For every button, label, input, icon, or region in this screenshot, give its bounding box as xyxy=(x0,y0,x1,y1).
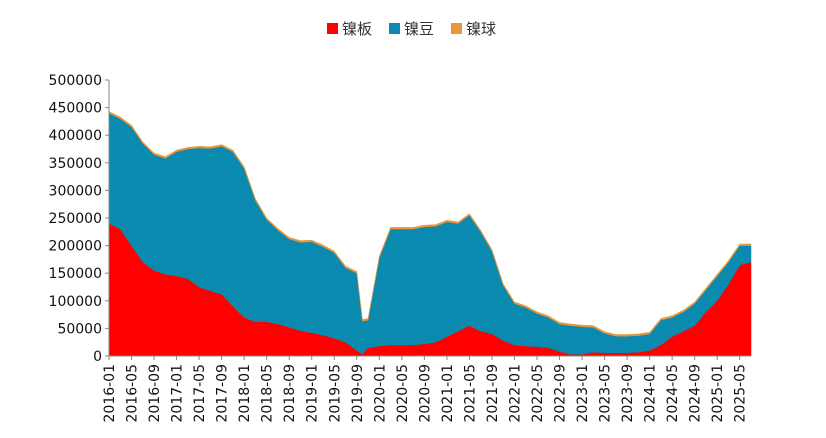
x-tick-label: 2021-05 xyxy=(462,364,478,423)
x-tick-label: 2016-01 xyxy=(102,364,118,423)
x-tick-label: 2016-05 xyxy=(125,364,141,423)
x-tick-label: 2019-05 xyxy=(327,364,343,423)
x-tick-label: 2018-01 xyxy=(237,364,253,423)
x-tick-label: 2020-01 xyxy=(372,364,388,423)
x-tick-label: 2024-05 xyxy=(665,364,681,423)
x-tick-label: 2019-01 xyxy=(305,364,321,423)
x-tick-label: 2022-01 xyxy=(507,364,523,423)
y-tick-label: 200000 xyxy=(49,239,102,255)
x-tick-label: 2025-05 xyxy=(733,364,749,423)
x-tick-label: 2018-05 xyxy=(260,364,276,423)
x-tick-label: 2016-09 xyxy=(147,364,163,423)
y-tick-label: 0 xyxy=(93,349,102,365)
x-tick-label: 2021-09 xyxy=(485,364,501,423)
y-tick-label: 300000 xyxy=(49,183,102,199)
y-tick-label: 450000 xyxy=(49,101,102,117)
legend-label-1: 镍板 xyxy=(342,20,372,38)
legend-swatch-3 xyxy=(451,23,462,34)
x-tick-label: 2018-09 xyxy=(282,364,298,423)
y-tick-label: 350000 xyxy=(49,156,102,172)
y-tick-label: 150000 xyxy=(49,266,102,282)
y-tick-label: 50000 xyxy=(57,321,102,337)
x-tick-label: 2020-09 xyxy=(417,364,433,423)
legend-label-2: 镍豆 xyxy=(404,20,434,38)
x-tick-label: 2022-09 xyxy=(553,364,569,423)
x-tick-label: 2023-01 xyxy=(575,364,591,423)
legend-swatch-2 xyxy=(389,23,400,34)
chart-areas xyxy=(108,111,752,357)
area-series-3 xyxy=(108,111,752,337)
x-tick-label: 2017-05 xyxy=(192,364,208,423)
x-tick-label: 2024-09 xyxy=(688,364,704,423)
x-tick-label: 2019-09 xyxy=(350,364,366,423)
y-tick-label: 400000 xyxy=(49,128,102,144)
x-tick-label: 2023-09 xyxy=(620,364,636,423)
x-tick-label: 2025-01 xyxy=(710,364,726,423)
legend-label-3: 镍球 xyxy=(466,20,496,38)
x-tick-label: 2017-01 xyxy=(170,364,186,423)
x-tick-label: 2024-01 xyxy=(643,364,659,423)
x-tick-label: 2017-09 xyxy=(215,364,231,423)
x-tick-label: 2023-05 xyxy=(598,364,614,423)
x-tick-label: 2021-01 xyxy=(440,364,456,423)
legend: 镍板 镍豆 镍球 xyxy=(327,20,496,38)
y-tick-label: 500000 xyxy=(49,73,102,89)
y-tick-label: 250000 xyxy=(49,211,102,227)
legend-swatch-1 xyxy=(327,23,338,34)
x-tick-label: 2020-05 xyxy=(395,364,411,423)
chart-axes: 0 50000 100000 150000 200000 250000 300000 3500… xyxy=(49,73,751,423)
y-tick-label: 100000 xyxy=(49,294,102,310)
x-tick-label: 2022-05 xyxy=(530,364,546,423)
